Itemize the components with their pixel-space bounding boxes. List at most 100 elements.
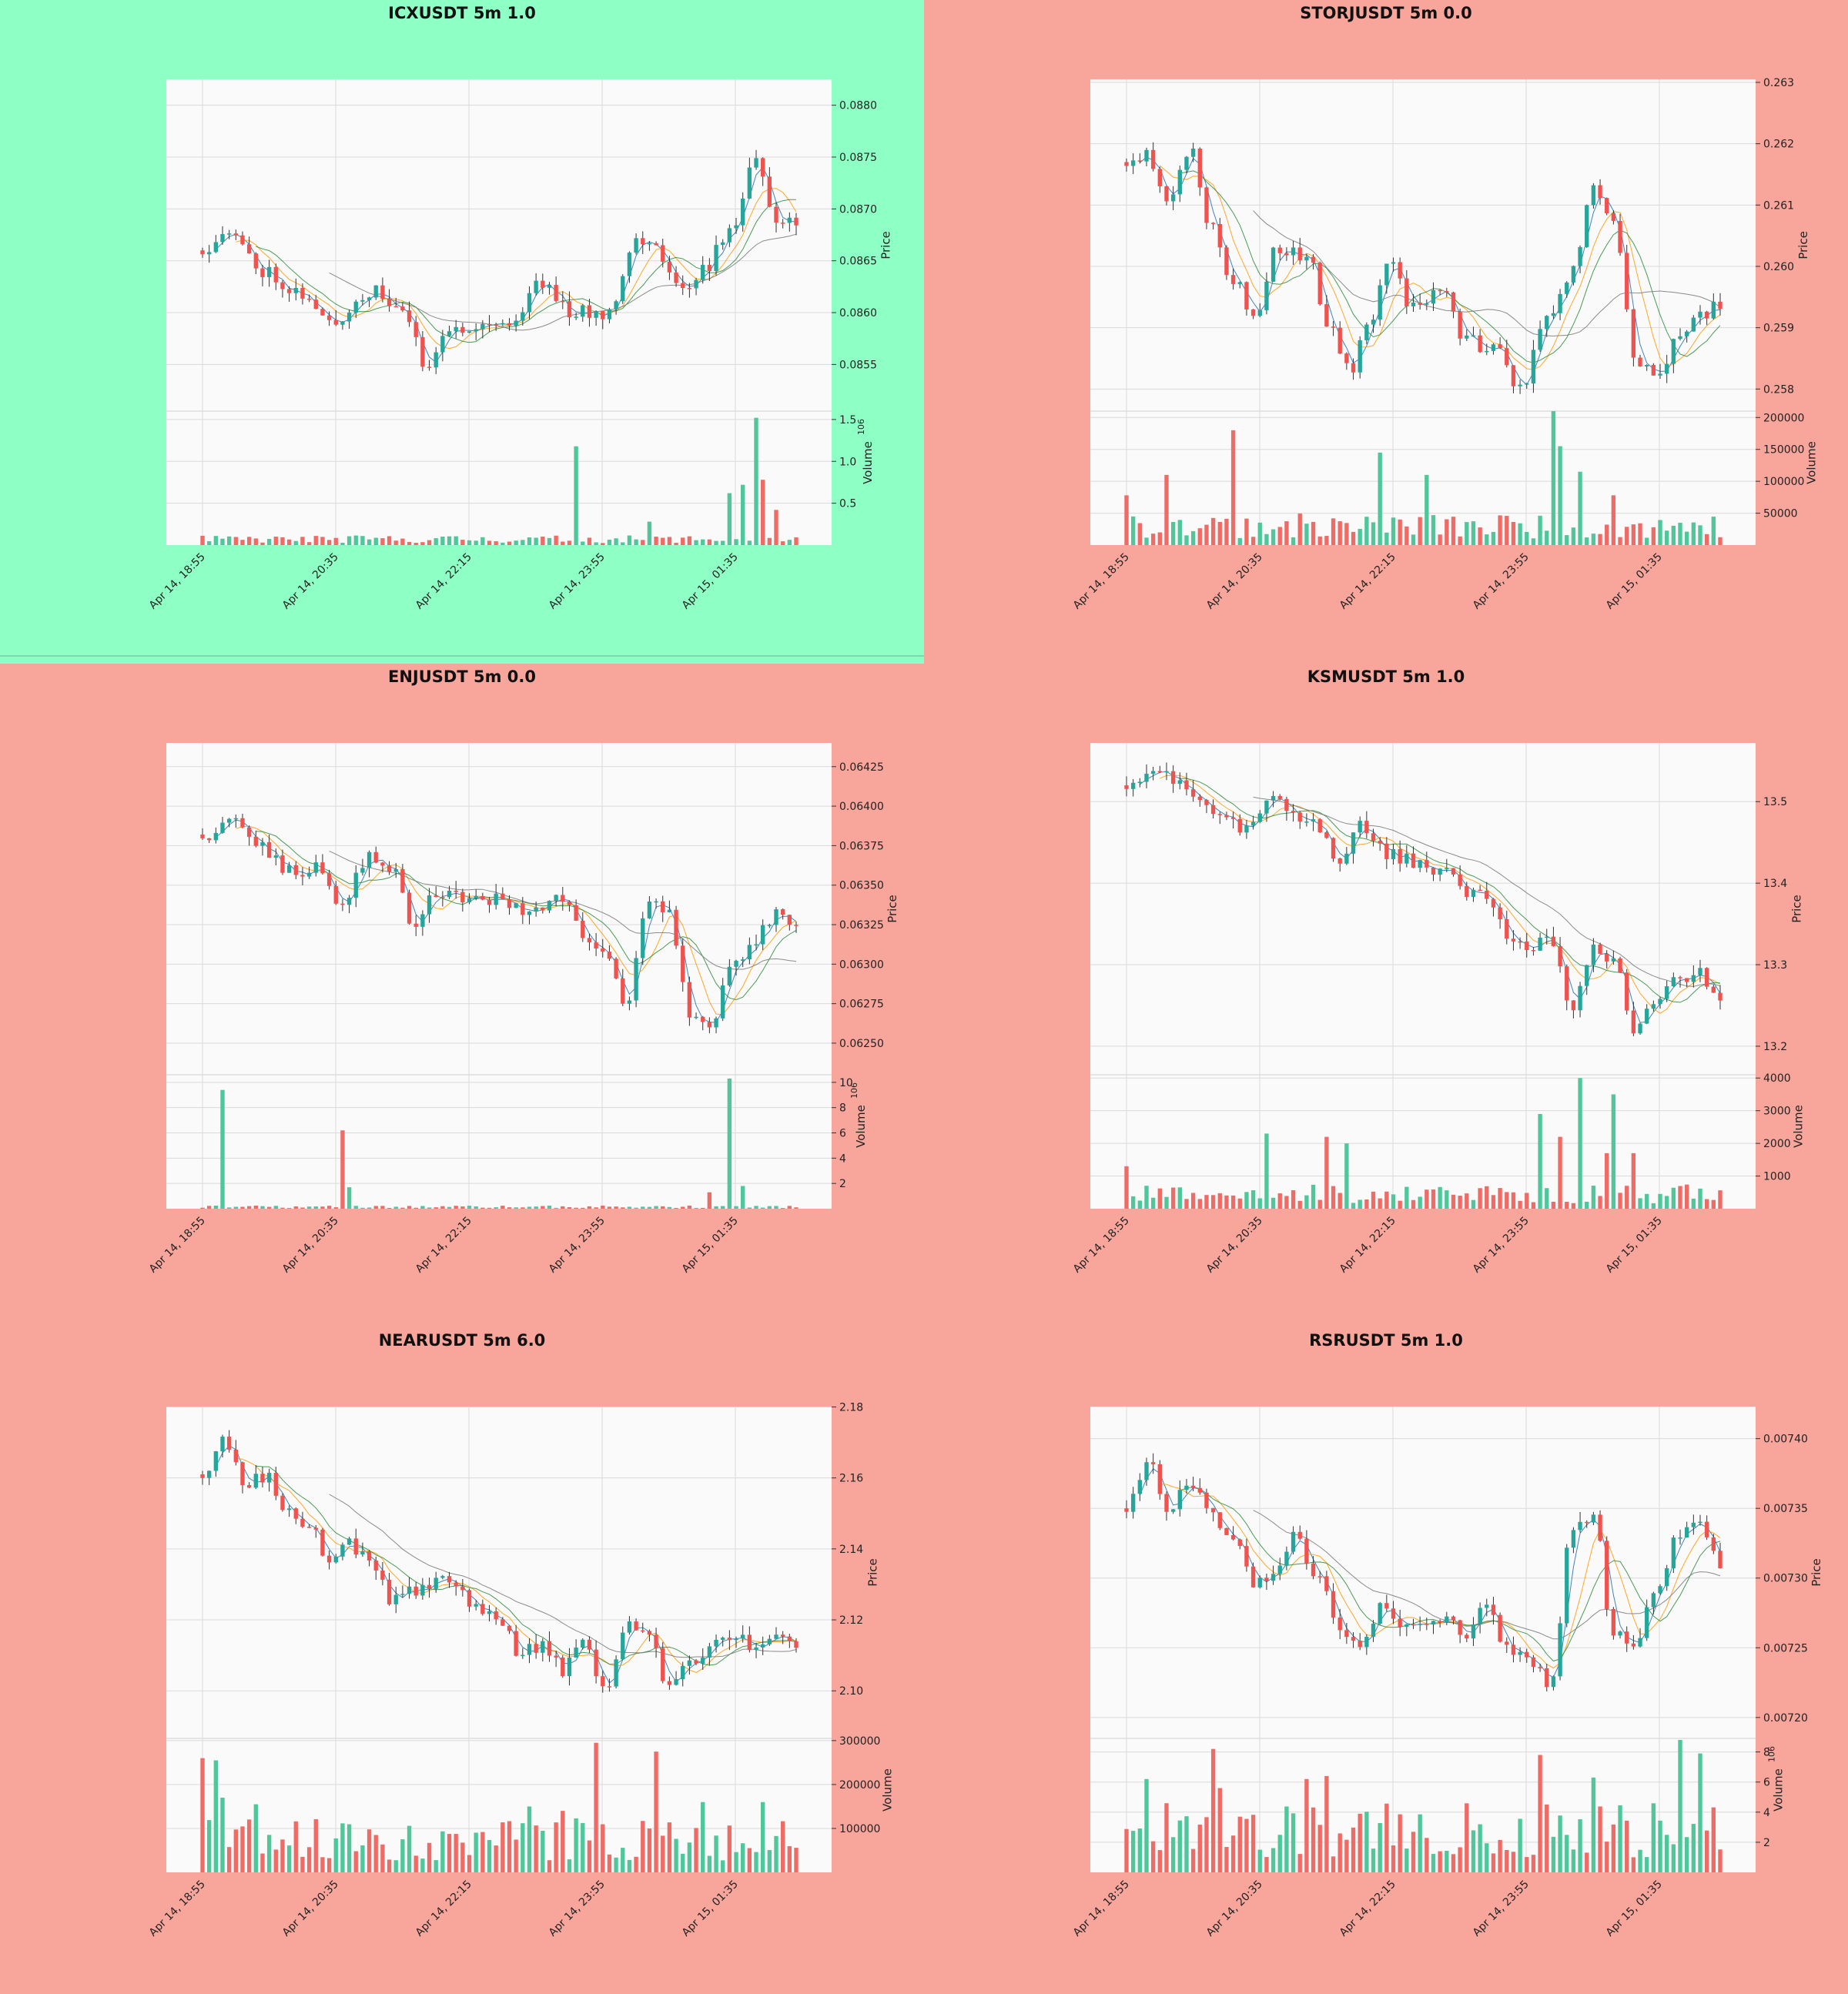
volume-bar <box>246 1819 252 1872</box>
candle-body <box>280 855 285 873</box>
candle-body <box>1431 867 1436 875</box>
volume-bar <box>447 1834 452 1872</box>
volume-bar <box>1505 1849 1509 1872</box>
volume-bar <box>1551 1201 1556 1209</box>
candle-body <box>233 1449 239 1463</box>
candle-body <box>1631 1643 1636 1647</box>
candle-body <box>1284 1551 1289 1566</box>
volume-bar <box>1471 521 1476 545</box>
candle-body <box>547 1641 552 1656</box>
candle-body <box>1237 1539 1242 1547</box>
candle-body <box>1598 185 1602 199</box>
candle-body <box>360 868 365 873</box>
candle-body <box>1518 384 1522 386</box>
volume-bar <box>707 1855 712 1872</box>
volume-bar <box>1264 1857 1269 1872</box>
volume-bar <box>1625 1186 1629 1209</box>
volume-bar <box>1277 1835 1282 1872</box>
candle-body <box>1571 1530 1576 1548</box>
candle-body <box>380 1570 385 1580</box>
candle-body <box>607 952 612 959</box>
volume-bar <box>266 1206 272 1209</box>
volume-bar <box>1605 1153 1609 1209</box>
candle-body <box>1511 1644 1516 1655</box>
volume-exponent: 106 <box>849 1082 859 1099</box>
candle-body <box>1184 780 1189 790</box>
candle-body <box>1157 1464 1163 1494</box>
volume-bar <box>306 1847 312 1872</box>
candle-body <box>367 1551 372 1561</box>
candle-body <box>1538 329 1542 350</box>
volume-bar <box>1658 520 1662 545</box>
candle-body <box>1317 819 1322 832</box>
volume-bar <box>1465 522 1469 545</box>
volume-bar <box>1317 1825 1322 1872</box>
candle-body <box>787 1636 792 1641</box>
candle-body <box>1364 324 1369 340</box>
volume-bar <box>521 1823 525 1872</box>
candle-body <box>240 818 245 828</box>
volume-bar <box>1304 1778 1309 1872</box>
price-plot-area <box>1090 743 1756 1075</box>
volume-bar <box>1164 1803 1169 1872</box>
candle-body <box>721 1638 725 1640</box>
candle-body <box>587 305 592 318</box>
volume-bar <box>521 540 525 545</box>
price-tick-label: 0.263 <box>1763 77 1794 89</box>
candle-body <box>1565 282 1569 294</box>
volume-bar <box>1418 1814 1422 1872</box>
volume-bar <box>266 1835 272 1872</box>
volume-bar <box>1364 517 1369 545</box>
volume-bar <box>554 1822 558 1872</box>
volume-axis-label: Volume <box>854 1105 868 1148</box>
volume-bar <box>1331 1856 1336 1872</box>
volume-bar <box>780 541 785 545</box>
volume-bar <box>226 1207 232 1209</box>
candle-body <box>1418 1624 1422 1625</box>
volume-bar <box>434 538 438 545</box>
volume-bar <box>1378 1822 1382 1872</box>
moving-average-line <box>1159 165 1721 370</box>
candle-body <box>1451 868 1456 875</box>
candle-body <box>1611 212 1616 221</box>
candle-body <box>694 279 698 289</box>
volume-bar <box>200 1758 205 1872</box>
candle-body <box>1224 1527 1229 1535</box>
panel-rsrusdt: RSRUSDT 5m 1.0 Apr 14, 18:55 Apr 14, 20:35… <box>924 1327 1848 1991</box>
candle-body <box>514 320 518 326</box>
volume-bar <box>360 1845 365 1872</box>
candle-body <box>1531 350 1536 384</box>
candle-body <box>1565 966 1569 1001</box>
volume-bar <box>380 1206 385 1209</box>
volume-bar <box>1518 1818 1522 1872</box>
candle-body <box>1250 821 1256 826</box>
candle-body <box>1598 944 1602 954</box>
candle-body <box>1451 292 1456 312</box>
volume-bar <box>1237 1198 1242 1209</box>
volume-axis-label: Volume <box>1791 1105 1805 1148</box>
volume-bar <box>574 1207 578 1209</box>
volume-bar <box>300 537 305 545</box>
volume-bar <box>326 1858 332 1872</box>
candle-body <box>1244 825 1249 833</box>
candle-body <box>353 872 358 898</box>
candle-body <box>694 1016 698 1019</box>
candle-body <box>1558 945 1562 967</box>
volume-bar <box>1658 1193 1662 1209</box>
candle-body <box>1358 340 1362 373</box>
candle-body <box>494 893 498 905</box>
volume-bar <box>1718 1849 1722 1872</box>
volume-bar <box>1378 452 1382 545</box>
price-plot-area <box>166 1407 832 1738</box>
candle-body <box>213 832 219 841</box>
volume-bar <box>1718 1190 1722 1209</box>
candle-body <box>1230 1534 1236 1540</box>
price-plot-area <box>1090 1407 1756 1738</box>
price-tick-label: 0.0870 <box>839 203 877 216</box>
volume-bar <box>293 540 298 545</box>
candle-body <box>1170 194 1176 202</box>
volume-bar <box>1585 1852 1589 1872</box>
candle-body <box>1651 1593 1656 1608</box>
volume-bar <box>1571 1849 1576 1872</box>
